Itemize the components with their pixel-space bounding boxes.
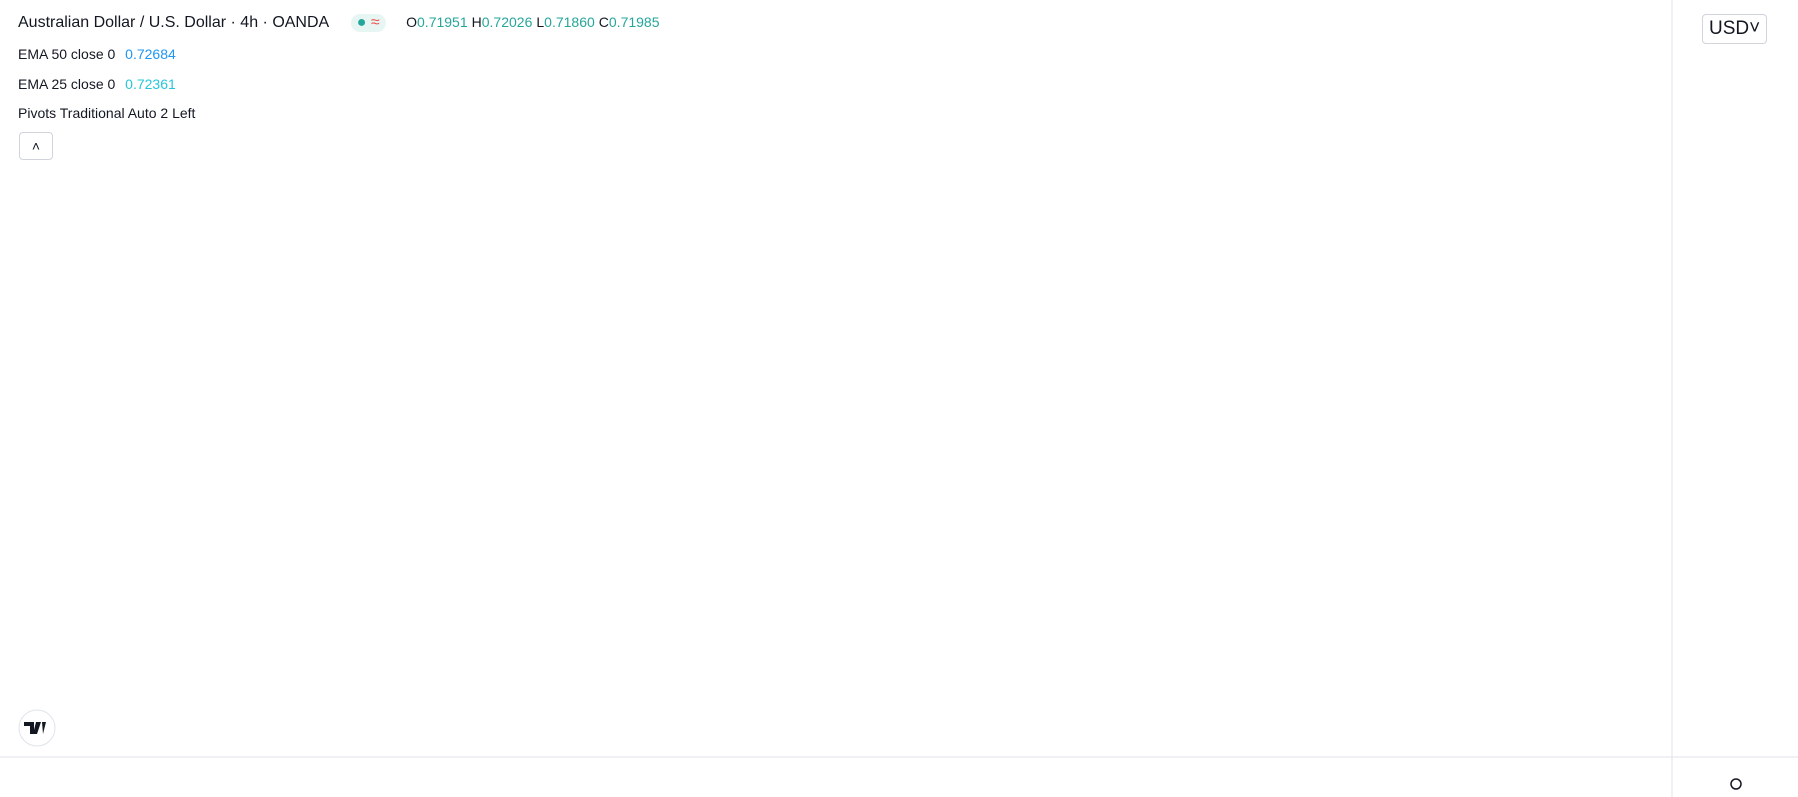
ohlc-value: 0.71860: [544, 14, 595, 30]
ohlc-label: O: [406, 14, 418, 30]
indicator-name: EMA 50 close 0: [18, 46, 116, 62]
collapse-button[interactable]: ˄: [19, 132, 53, 160]
ohlc-label: C: [598, 14, 609, 30]
indicator-name: EMA 25 close 0: [18, 76, 116, 92]
ohlc-value: 0.71951: [417, 14, 468, 30]
ohlc-value: 0.72026: [481, 14, 533, 30]
ohlc-value: 0.71985: [608, 14, 660, 30]
symbol-title: Australian Dollar / U.S. Dollar: [18, 14, 227, 31]
exchange: OANDA: [272, 14, 329, 31]
indicator-name: Pivots Traditional Auto 2 Left: [18, 105, 196, 121]
ohlc-label: H: [471, 14, 482, 30]
symbol-header: Australian Dollar / U.S. Dollar · 4h · O…: [18, 14, 660, 32]
ohlc-legend: O0.71951 H0.72026 L0.71860 C0.71985: [402, 14, 659, 30]
tv-logo: [18, 709, 56, 747]
interval: 4h: [240, 14, 259, 31]
indicator-legend: EMA 50 close 0 0.72684: [18, 46, 176, 62]
currency-button[interactable]: USD˅: [1702, 14, 1768, 44]
status-badge[interactable]: ● ≈: [350, 14, 386, 32]
indicator-legend: EMA 25 close 0 0.72361: [18, 76, 176, 92]
indicator-legend: Pivots Traditional Auto 2 Left: [18, 105, 195, 121]
indicator-value: 0.72684: [125, 46, 176, 62]
settings-icon[interactable]: [1730, 778, 1742, 790]
indicator-value: 0.72361: [125, 76, 176, 92]
currency: USD: [1709, 18, 1750, 39]
ohlc-label: L: [536, 14, 545, 30]
